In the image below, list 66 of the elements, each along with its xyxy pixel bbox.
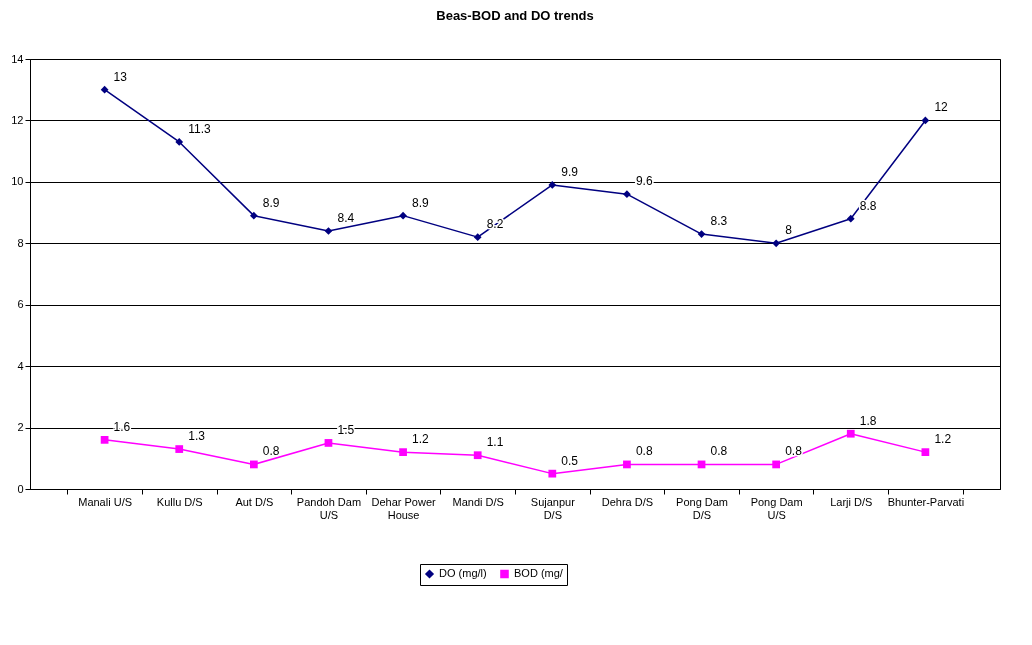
point <box>399 211 407 220</box>
data-label: 0.8 <box>710 444 728 459</box>
point <box>399 448 407 457</box>
point <box>100 435 109 444</box>
x-tick-label: Manali U/S <box>78 495 133 508</box>
data-label: 0.5 <box>561 453 579 468</box>
data-label: 8 <box>785 223 793 238</box>
data-label: 1.2 <box>934 432 952 447</box>
x-tick-label: Bhunter-Parvati <box>887 495 965 508</box>
legend-label: DO (mg/l) <box>439 566 487 579</box>
data-label: 8.9 <box>262 195 280 210</box>
x-tick-label: Pandoh Dam U/S <box>296 495 362 521</box>
y-tick-label: 8 <box>17 236 24 249</box>
data-label: 9.9 <box>561 164 579 179</box>
data-label: 0.8 <box>785 444 803 459</box>
point <box>324 227 333 235</box>
x-tick-label: Sujanpur D/S <box>530 495 576 521</box>
x-tick-label: Mandi D/S <box>452 495 504 508</box>
point <box>772 239 781 248</box>
x-tick-label: Dehra D/S <box>601 495 654 508</box>
point <box>772 460 781 469</box>
chart-title: Beas-BOD and DO trends <box>436 8 594 23</box>
point <box>623 190 631 199</box>
data-label: 1.2 <box>412 432 430 447</box>
legend-label: BOD (mg/ <box>514 566 564 579</box>
y-tick-label: 4 <box>17 359 24 372</box>
point <box>175 138 184 146</box>
point <box>921 116 930 125</box>
point <box>100 85 109 94</box>
data-label: 1.3 <box>188 429 206 444</box>
data-label: 11.3 <box>188 121 212 136</box>
data-label: 8.4 <box>337 211 355 225</box>
data-label: 8.9 <box>412 195 430 210</box>
point <box>548 469 557 478</box>
point <box>473 451 482 460</box>
y-tick-label: 12 <box>11 113 24 126</box>
data-label: 1.8 <box>859 413 877 428</box>
data-label: 0.8 <box>262 444 280 459</box>
point <box>175 445 184 453</box>
data-label: 12 <box>934 100 949 115</box>
point <box>697 230 706 238</box>
x-tick-label: Larji D/S <box>830 495 873 508</box>
x-tick-label: Kullu D/S <box>156 495 203 508</box>
y-tick-label: 2 <box>17 421 24 434</box>
point <box>473 233 482 242</box>
y-tick-label: 14 <box>11 52 24 65</box>
x-tick-label: Aut D/S <box>235 495 274 508</box>
data-label: 8.8 <box>859 198 877 213</box>
point <box>249 460 258 469</box>
point <box>548 181 557 189</box>
x-tick-label: Pong Dam D/S <box>676 495 729 521</box>
data-label: 0.8 <box>635 444 653 459</box>
data-label: 1.1 <box>486 435 504 450</box>
point <box>846 429 855 438</box>
data-label: 8.3 <box>710 214 728 229</box>
y-tick-label: 0 <box>17 482 24 495</box>
data-label: 13 <box>113 69 128 84</box>
point <box>846 214 855 223</box>
point <box>249 211 258 220</box>
point <box>921 448 930 457</box>
x-tick-label: Pong Dam U/S <box>750 495 803 521</box>
x-tick-label: Dehar Power House <box>371 495 437 521</box>
point <box>324 439 333 447</box>
y-tick-label: 10 <box>11 175 24 188</box>
y-tick-label: 6 <box>17 298 24 311</box>
point <box>623 460 631 469</box>
